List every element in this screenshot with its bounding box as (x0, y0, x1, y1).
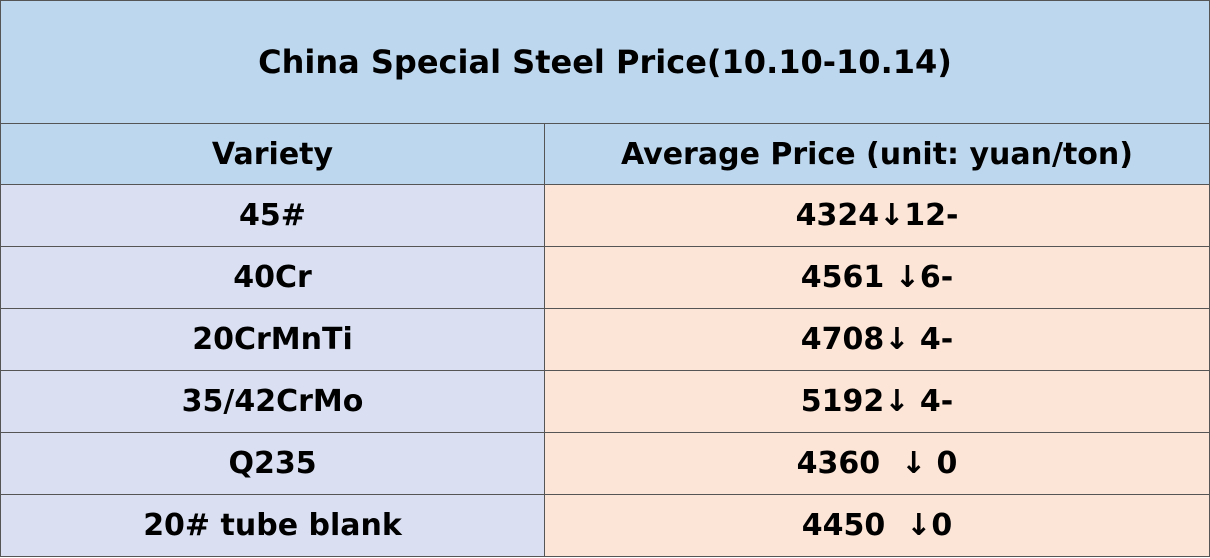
variety-cell: 40Cr (0, 246, 545, 309)
price-cell: 4708↓ 4- (544, 308, 1210, 371)
table-row: Q235 4360 ↓ 0 (0, 432, 1210, 495)
table-row: 45# 4324↓12- (0, 184, 1210, 247)
price-cell: 4450 ↓0 (544, 494, 1210, 557)
header-cell: Average Price (unit: yuan/ton) (544, 123, 1210, 185)
variety-cell: 20CrMnTi (0, 308, 545, 371)
table-row: 20CrMnTi 4708↓ 4- (0, 308, 1210, 371)
price-cell: 4360 ↓ 0 (544, 432, 1210, 495)
price-cell: 4324↓12- (544, 184, 1210, 247)
variety-cell: Q235 (0, 432, 545, 495)
variety-cell: 45# (0, 184, 545, 247)
price-cell: 4561 ↓6- (544, 246, 1210, 309)
price-cell: 5192↓ 4- (544, 370, 1210, 433)
table-title: China Special Steel Price(10.10-10.14) (0, 0, 1210, 124)
variety-cell: 20# tube blank (0, 494, 545, 557)
variety-cell: 35/42CrMo (0, 370, 545, 433)
table-row: 20# tube blank 4450 ↓0 (0, 494, 1210, 557)
table-row: 40Cr 4561 ↓6- (0, 246, 1210, 309)
table-row: 35/42CrMo 5192↓ 4- (0, 370, 1210, 433)
header-cell: Variety (0, 123, 545, 185)
